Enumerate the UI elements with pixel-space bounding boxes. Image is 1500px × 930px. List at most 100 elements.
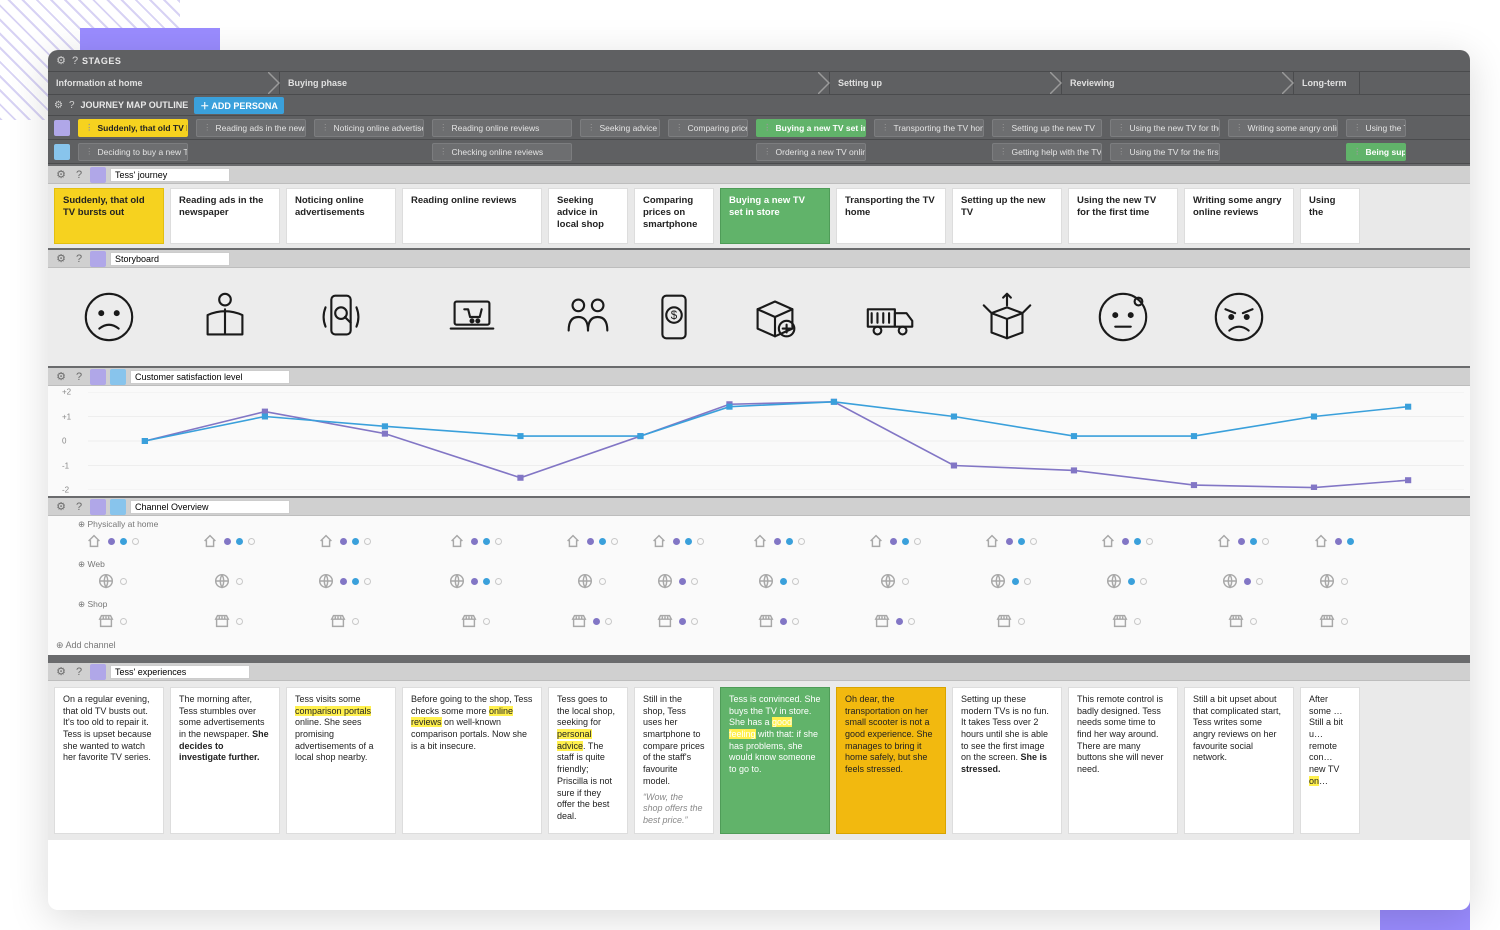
experience-card[interactable]: This remote control is badly designed. T…	[1068, 687, 1178, 834]
channel-cell[interactable]	[286, 572, 402, 590]
channel-cell[interactable]	[836, 612, 952, 630]
experience-card[interactable]: Tess visits some comparison portals onli…	[286, 687, 396, 834]
gear-icon[interactable]: ⚙	[54, 100, 63, 111]
help-icon[interactable]: ?	[72, 666, 86, 678]
help-icon[interactable]: ?	[68, 55, 82, 67]
experience-card[interactable]: Still a bit upset about that complicated…	[1184, 687, 1294, 834]
gear-icon[interactable]: ⚙	[54, 370, 68, 383]
channel-cell[interactable]	[1184, 612, 1300, 630]
channel-cell[interactable]	[286, 612, 402, 630]
journey-card[interactable]: Using the new TV for the first time	[1068, 188, 1178, 244]
journey-card[interactable]: Transporting the TV home	[836, 188, 946, 244]
channel-cell[interactable]	[548, 612, 634, 630]
experience-card[interactable]: After some … Still a bit u… remote con… …	[1300, 687, 1360, 834]
step-chip[interactable]: ⋮Suddenly, that old TV burst	[78, 119, 188, 137]
experience-card[interactable]: Before going to the shop, Tess checks so…	[402, 687, 542, 834]
gear-icon[interactable]: ⚙	[54, 168, 68, 181]
channel-cell[interactable]	[170, 532, 286, 550]
step-chip[interactable]: ⋮Writing some angry online revi	[1228, 119, 1338, 137]
channel-cell[interactable]	[1300, 572, 1366, 590]
journey-card[interactable]: Writing some angry online reviews	[1184, 188, 1294, 244]
channel-cell[interactable]	[836, 532, 952, 550]
step-chip[interactable]: ⋮Buying a new TV set in store	[756, 119, 866, 137]
channel-cell[interactable]	[720, 532, 836, 550]
channel-cell[interactable]	[402, 572, 548, 590]
channel-cell[interactable]	[634, 572, 720, 590]
help-icon[interactable]: ?	[72, 253, 86, 265]
stage-cell[interactable]: Long-term	[1294, 72, 1360, 94]
experience-card[interactable]: Still in the shop, Tess uses her smartph…	[634, 687, 714, 834]
channel-cell[interactable]	[402, 612, 548, 630]
help-icon[interactable]: ?	[72, 371, 86, 383]
channel-cell[interactable]	[548, 572, 634, 590]
help-icon[interactable]: ?	[72, 501, 86, 513]
step-chip[interactable]: ⋮Setting up the new TV	[992, 119, 1102, 137]
channel-cell[interactable]	[402, 532, 548, 550]
channel-cell[interactable]	[952, 612, 1068, 630]
add-channel-button[interactable]: ⊕ Add channel	[48, 636, 1470, 655]
channel-cell[interactable]	[1184, 532, 1300, 550]
step-chip[interactable]: ⋮Checking online reviews	[432, 143, 572, 161]
channel-cell[interactable]	[170, 572, 286, 590]
stage-cell[interactable]: Buying phase	[280, 72, 830, 94]
channel-cell[interactable]	[54, 532, 170, 550]
channel-cell[interactable]	[720, 572, 836, 590]
journey-card[interactable]: Reading online reviews	[402, 188, 542, 244]
step-chip[interactable]: ⋮Being supe	[1346, 143, 1406, 161]
step-chip[interactable]: ⋮Reading online reviews	[432, 119, 572, 137]
step-chip[interactable]: ⋮Deciding to buy a new TV s	[78, 143, 188, 161]
lane-title-input[interactable]	[110, 665, 250, 679]
stage-cell[interactable]: Setting up	[830, 72, 1062, 94]
step-chip[interactable]: ⋮Transporting the TV home	[874, 119, 984, 137]
step-chip[interactable]: ⋮Using the new TV for the first t	[1110, 119, 1220, 137]
help-icon[interactable]: ?	[72, 169, 86, 181]
channel-cell[interactable]	[170, 612, 286, 630]
step-chip[interactable]: ⋮Using the T	[1346, 119, 1406, 137]
lane-title-input[interactable]	[130, 370, 290, 384]
experience-card[interactable]: The morning after, Tess stumbles over so…	[170, 687, 280, 834]
journey-card[interactable]: Comparing prices on smartphone	[634, 188, 714, 244]
step-chip[interactable]: ⋮Noticing online advertisement	[314, 119, 424, 137]
journey-card[interactable]: Buying a new TV set in store	[720, 188, 830, 244]
experience-card[interactable]: On a regular evening, that old TV busts …	[54, 687, 164, 834]
journey-card[interactable]: Suddenly, that old TV bursts out	[54, 188, 164, 244]
journey-card[interactable]: Setting up the new TV	[952, 188, 1062, 244]
experience-card[interactable]: Setting up these modern TVs is no fun. I…	[952, 687, 1062, 834]
channel-cell[interactable]	[836, 572, 952, 590]
gear-icon[interactable]: ⚙	[54, 54, 68, 67]
channel-cell[interactable]	[1300, 612, 1366, 630]
channel-cell[interactable]	[548, 532, 634, 550]
channel-cell[interactable]	[1068, 612, 1184, 630]
help-icon[interactable]: ?	[69, 100, 75, 111]
channel-cell[interactable]	[634, 612, 720, 630]
add-persona-button[interactable]: ＋ ADD PERSONA	[194, 97, 284, 114]
lane-title-input[interactable]	[130, 500, 290, 514]
journey-card[interactable]: Noticing online advertisements	[286, 188, 396, 244]
journey-card[interactable]: Using the	[1300, 188, 1360, 244]
channel-cell[interactable]	[1184, 572, 1300, 590]
journey-card[interactable]: Seeking advice in local shop	[548, 188, 628, 244]
lane-title-input[interactable]	[110, 252, 230, 266]
step-chip[interactable]: ⋮Comparing prices on smartpho	[668, 119, 748, 137]
stage-cell[interactable]: Reviewing	[1062, 72, 1294, 94]
channel-cell[interactable]	[286, 532, 402, 550]
channel-cell[interactable]	[952, 572, 1068, 590]
experience-card[interactable]: Oh dear, the transportation on her small…	[836, 687, 946, 834]
gear-icon[interactable]: ⚙	[54, 252, 68, 265]
step-chip[interactable]: ⋮Reading ads in the newspaper	[196, 119, 306, 137]
journey-card[interactable]: Reading ads in the newspaper	[170, 188, 280, 244]
gear-icon[interactable]: ⚙	[54, 500, 68, 513]
gear-icon[interactable]: ⚙	[54, 665, 68, 678]
channel-cell[interactable]	[720, 612, 836, 630]
channel-cell[interactable]	[1068, 572, 1184, 590]
stage-cell[interactable]: Information at home	[48, 72, 280, 94]
channel-cell[interactable]	[54, 572, 170, 590]
step-chip[interactable]: ⋮Seeking advice in local shop	[580, 119, 660, 137]
step-chip[interactable]: ⋮Using the TV for the first time	[1110, 143, 1220, 161]
channel-cell[interactable]	[634, 532, 720, 550]
channel-cell[interactable]	[54, 612, 170, 630]
step-chip[interactable]: ⋮Ordering a new TV online	[756, 143, 866, 161]
experience-card[interactable]: Tess goes to the local shop, seeking for…	[548, 687, 628, 834]
lane-title-input[interactable]	[110, 168, 230, 182]
channel-cell[interactable]	[1300, 532, 1366, 550]
